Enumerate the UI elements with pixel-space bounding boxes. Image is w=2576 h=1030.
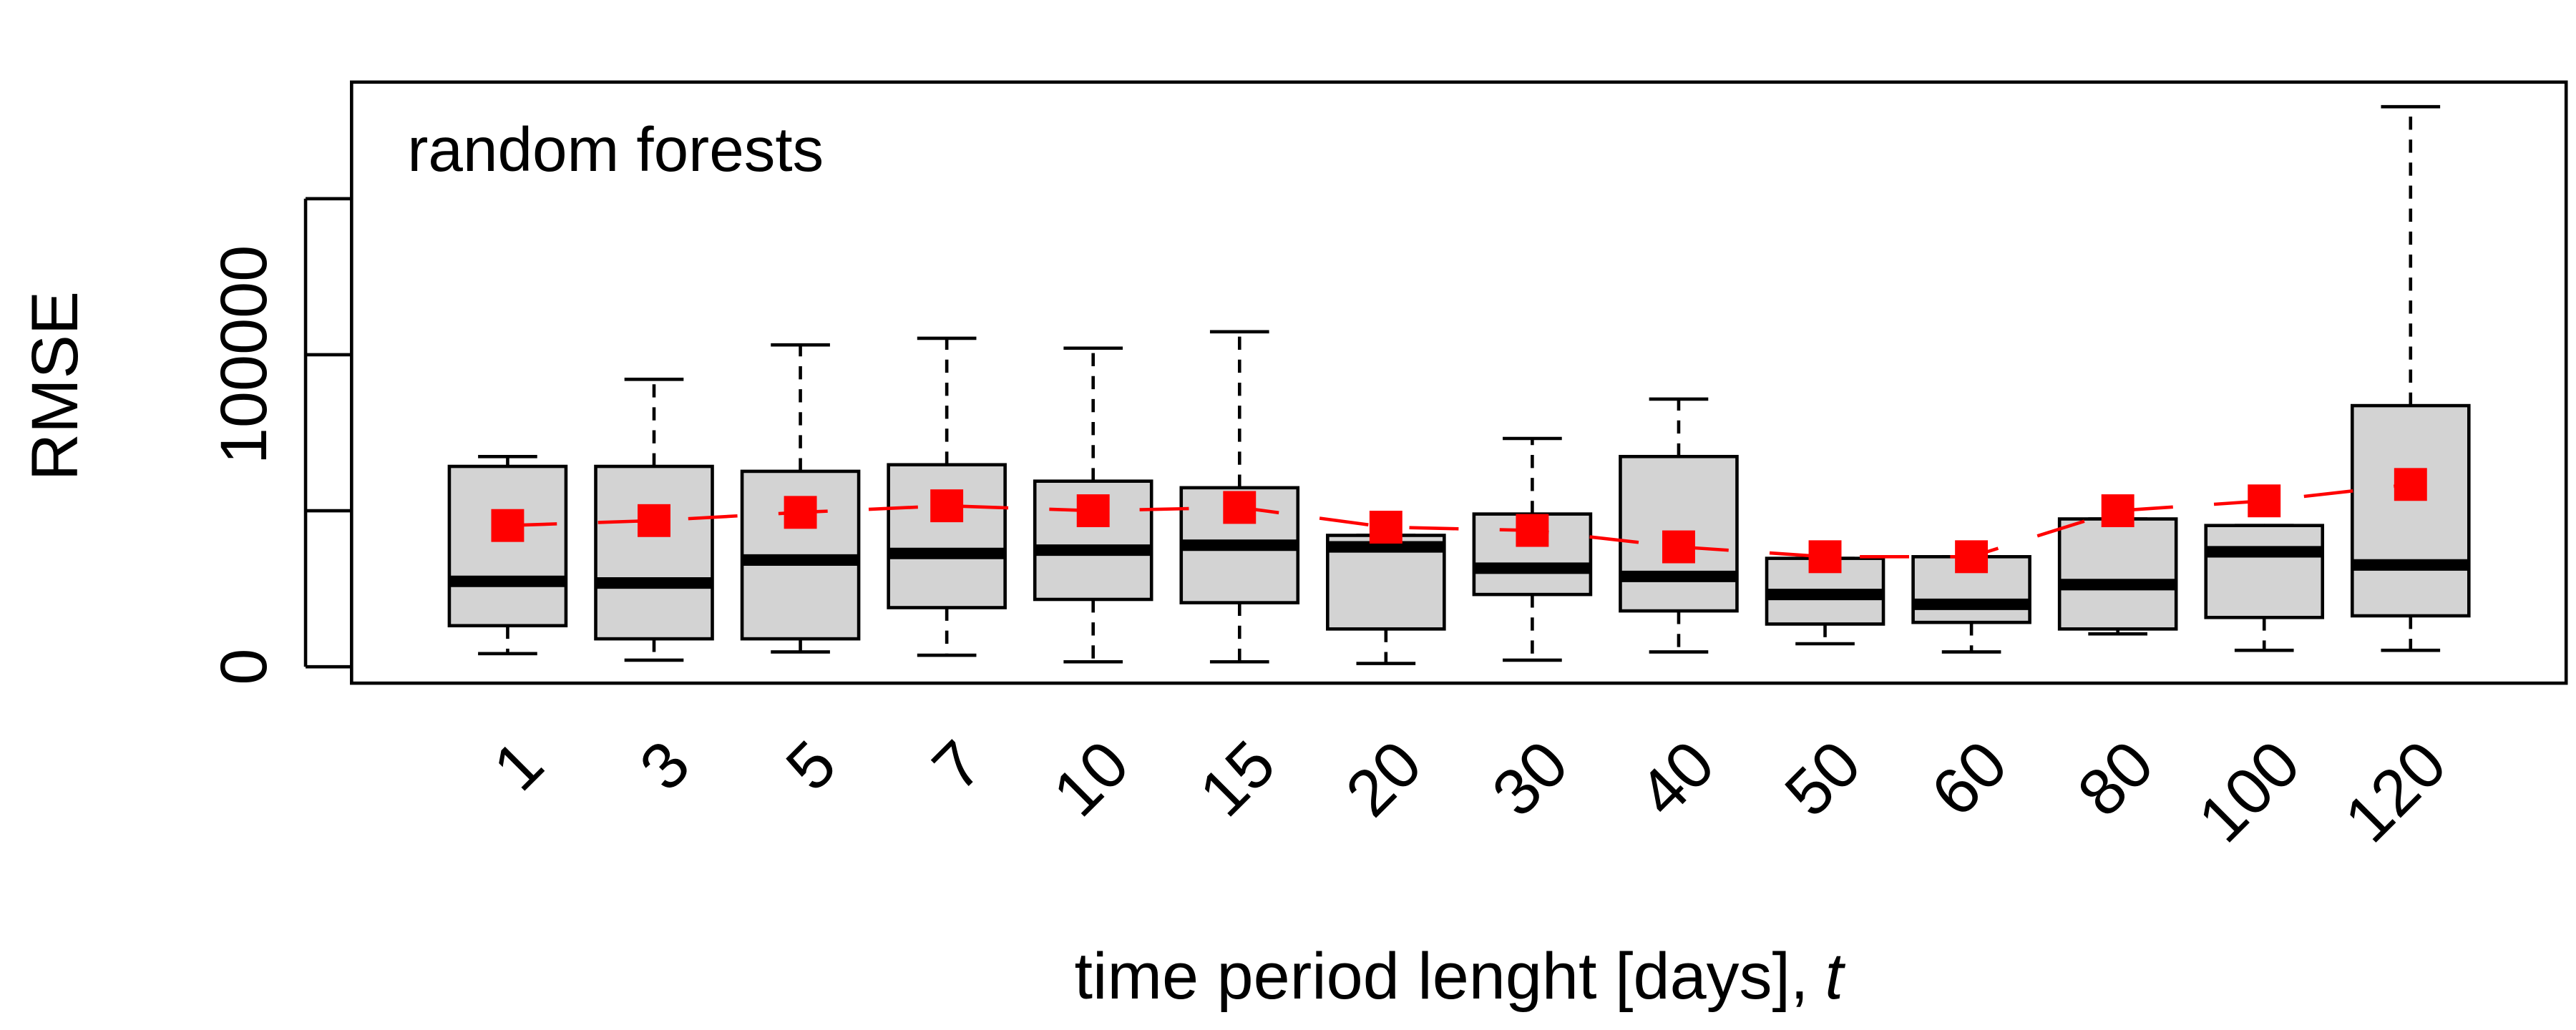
- mean-marker: [491, 509, 525, 542]
- mean-marker: [638, 504, 670, 537]
- box: [887, 463, 1007, 609]
- x-tick-label: 60: [1918, 727, 2021, 830]
- x-axis-title: time period lenght [days], t: [1075, 940, 1846, 1013]
- x-tick-label: 40: [1625, 727, 1728, 830]
- mean-marker: [1369, 511, 1402, 544]
- x-axis-title-text: time period lenght [days],: [1075, 940, 1809, 1013]
- x-tick-label: 50: [1771, 727, 1874, 830]
- x-tick-label: 100: [2185, 727, 2313, 856]
- x-tick-label: 3: [626, 727, 703, 805]
- x-tick-label: 120: [2331, 727, 2460, 856]
- mean-marker: [2101, 494, 2135, 527]
- mean-marker: [930, 489, 964, 523]
- box: [594, 464, 714, 641]
- box: [2057, 517, 2178, 631]
- x-tick-label: 10: [1040, 727, 1143, 830]
- x-tick-label: 20: [1332, 727, 1435, 830]
- mean-marker: [784, 496, 817, 529]
- y-axis-title: RMSE: [19, 291, 92, 481]
- x-tick-label: 5: [773, 727, 850, 805]
- mean-marker: [1076, 494, 1110, 527]
- mean-line: [507, 483, 2411, 559]
- mean-marker: [1662, 530, 1695, 564]
- x-axis-title-variable: t: [1825, 940, 1845, 1013]
- box: [2351, 403, 2471, 618]
- mean-marker: [1516, 514, 1549, 547]
- x-tick-label: 1: [479, 727, 557, 805]
- y-tick-label: 100000: [208, 245, 280, 464]
- annotation: random forests: [407, 115, 824, 185]
- mean-marker: [1808, 540, 1842, 574]
- x-tick-label: 15: [1186, 727, 1289, 830]
- mean-marker: [2248, 484, 2281, 518]
- x-tick-label: 30: [1478, 727, 1581, 830]
- y-tick-label: 0: [208, 649, 280, 685]
- box: [447, 464, 568, 628]
- box: [2204, 524, 2325, 619]
- mean-marker: [1223, 491, 1257, 524]
- x-tick-label: 80: [2064, 727, 2167, 830]
- mean-marker: [1955, 540, 1989, 574]
- x-tick-label: 7: [919, 727, 996, 805]
- mean-marker: [2394, 468, 2427, 501]
- plot-frame: [350, 80, 2568, 685]
